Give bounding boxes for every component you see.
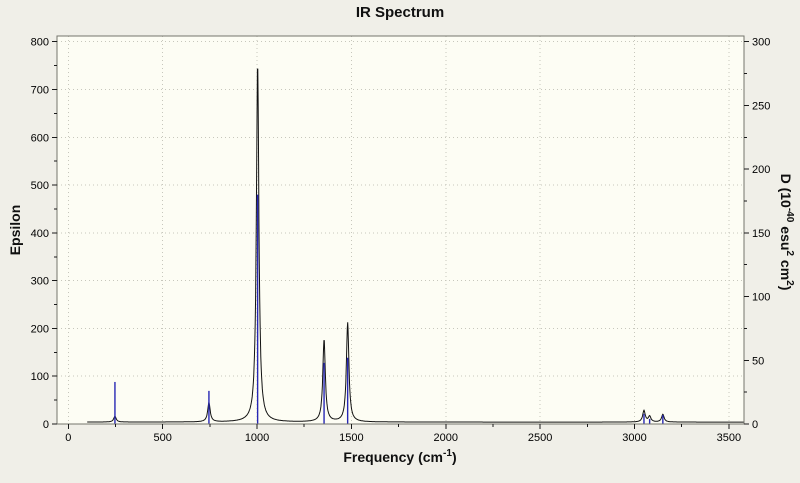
svg-text:1000: 1000	[245, 432, 269, 444]
svg-text:300: 300	[31, 276, 49, 288]
svg-text:200: 200	[752, 164, 770, 176]
y-axis-title-left: Epsilon	[7, 204, 23, 256]
svg-text:0: 0	[43, 419, 49, 431]
svg-text:300: 300	[752, 37, 770, 49]
svg-text:600: 600	[31, 132, 49, 144]
svg-text:0: 0	[65, 432, 71, 444]
plot-area	[57, 36, 744, 424]
svg-text:100: 100	[31, 371, 49, 383]
svg-text:700: 700	[31, 85, 49, 97]
y-axis-title-right: D (10-40 esu2 cm2)	[778, 173, 795, 291]
svg-text:400: 400	[31, 228, 49, 240]
tick-labels: 0 500 1000 1500 2000 2500 3000 3500010020030040…	[31, 37, 771, 444]
axis-ticks	[52, 41, 749, 429]
svg-text:0: 0	[752, 419, 758, 431]
svg-text:2500: 2500	[528, 432, 552, 444]
svg-text:2000: 2000	[434, 432, 458, 444]
svg-text:3500: 3500	[717, 432, 741, 444]
series-layer	[87, 68, 744, 424]
plot-frame	[56, 35, 745, 425]
svg-text:200: 200	[31, 323, 49, 335]
vibrational-line-sticks	[114, 194, 664, 424]
svg-text:100: 100	[752, 292, 770, 304]
epsilon-broadened-curve	[87, 68, 744, 423]
svg-text:1500: 1500	[339, 432, 363, 444]
svg-text:500: 500	[31, 180, 49, 192]
chart-title: IR Spectrum	[355, 4, 445, 21]
svg-text:250: 250	[752, 100, 770, 112]
svg-text:500: 500	[154, 432, 172, 444]
svg-text:3000: 3000	[622, 432, 646, 444]
svg-text:800: 800	[31, 37, 49, 49]
svg-text:50: 50	[752, 355, 764, 367]
svg-text:150: 150	[752, 228, 770, 240]
x-axis-title: Frequency (cm-1)	[343, 448, 457, 465]
